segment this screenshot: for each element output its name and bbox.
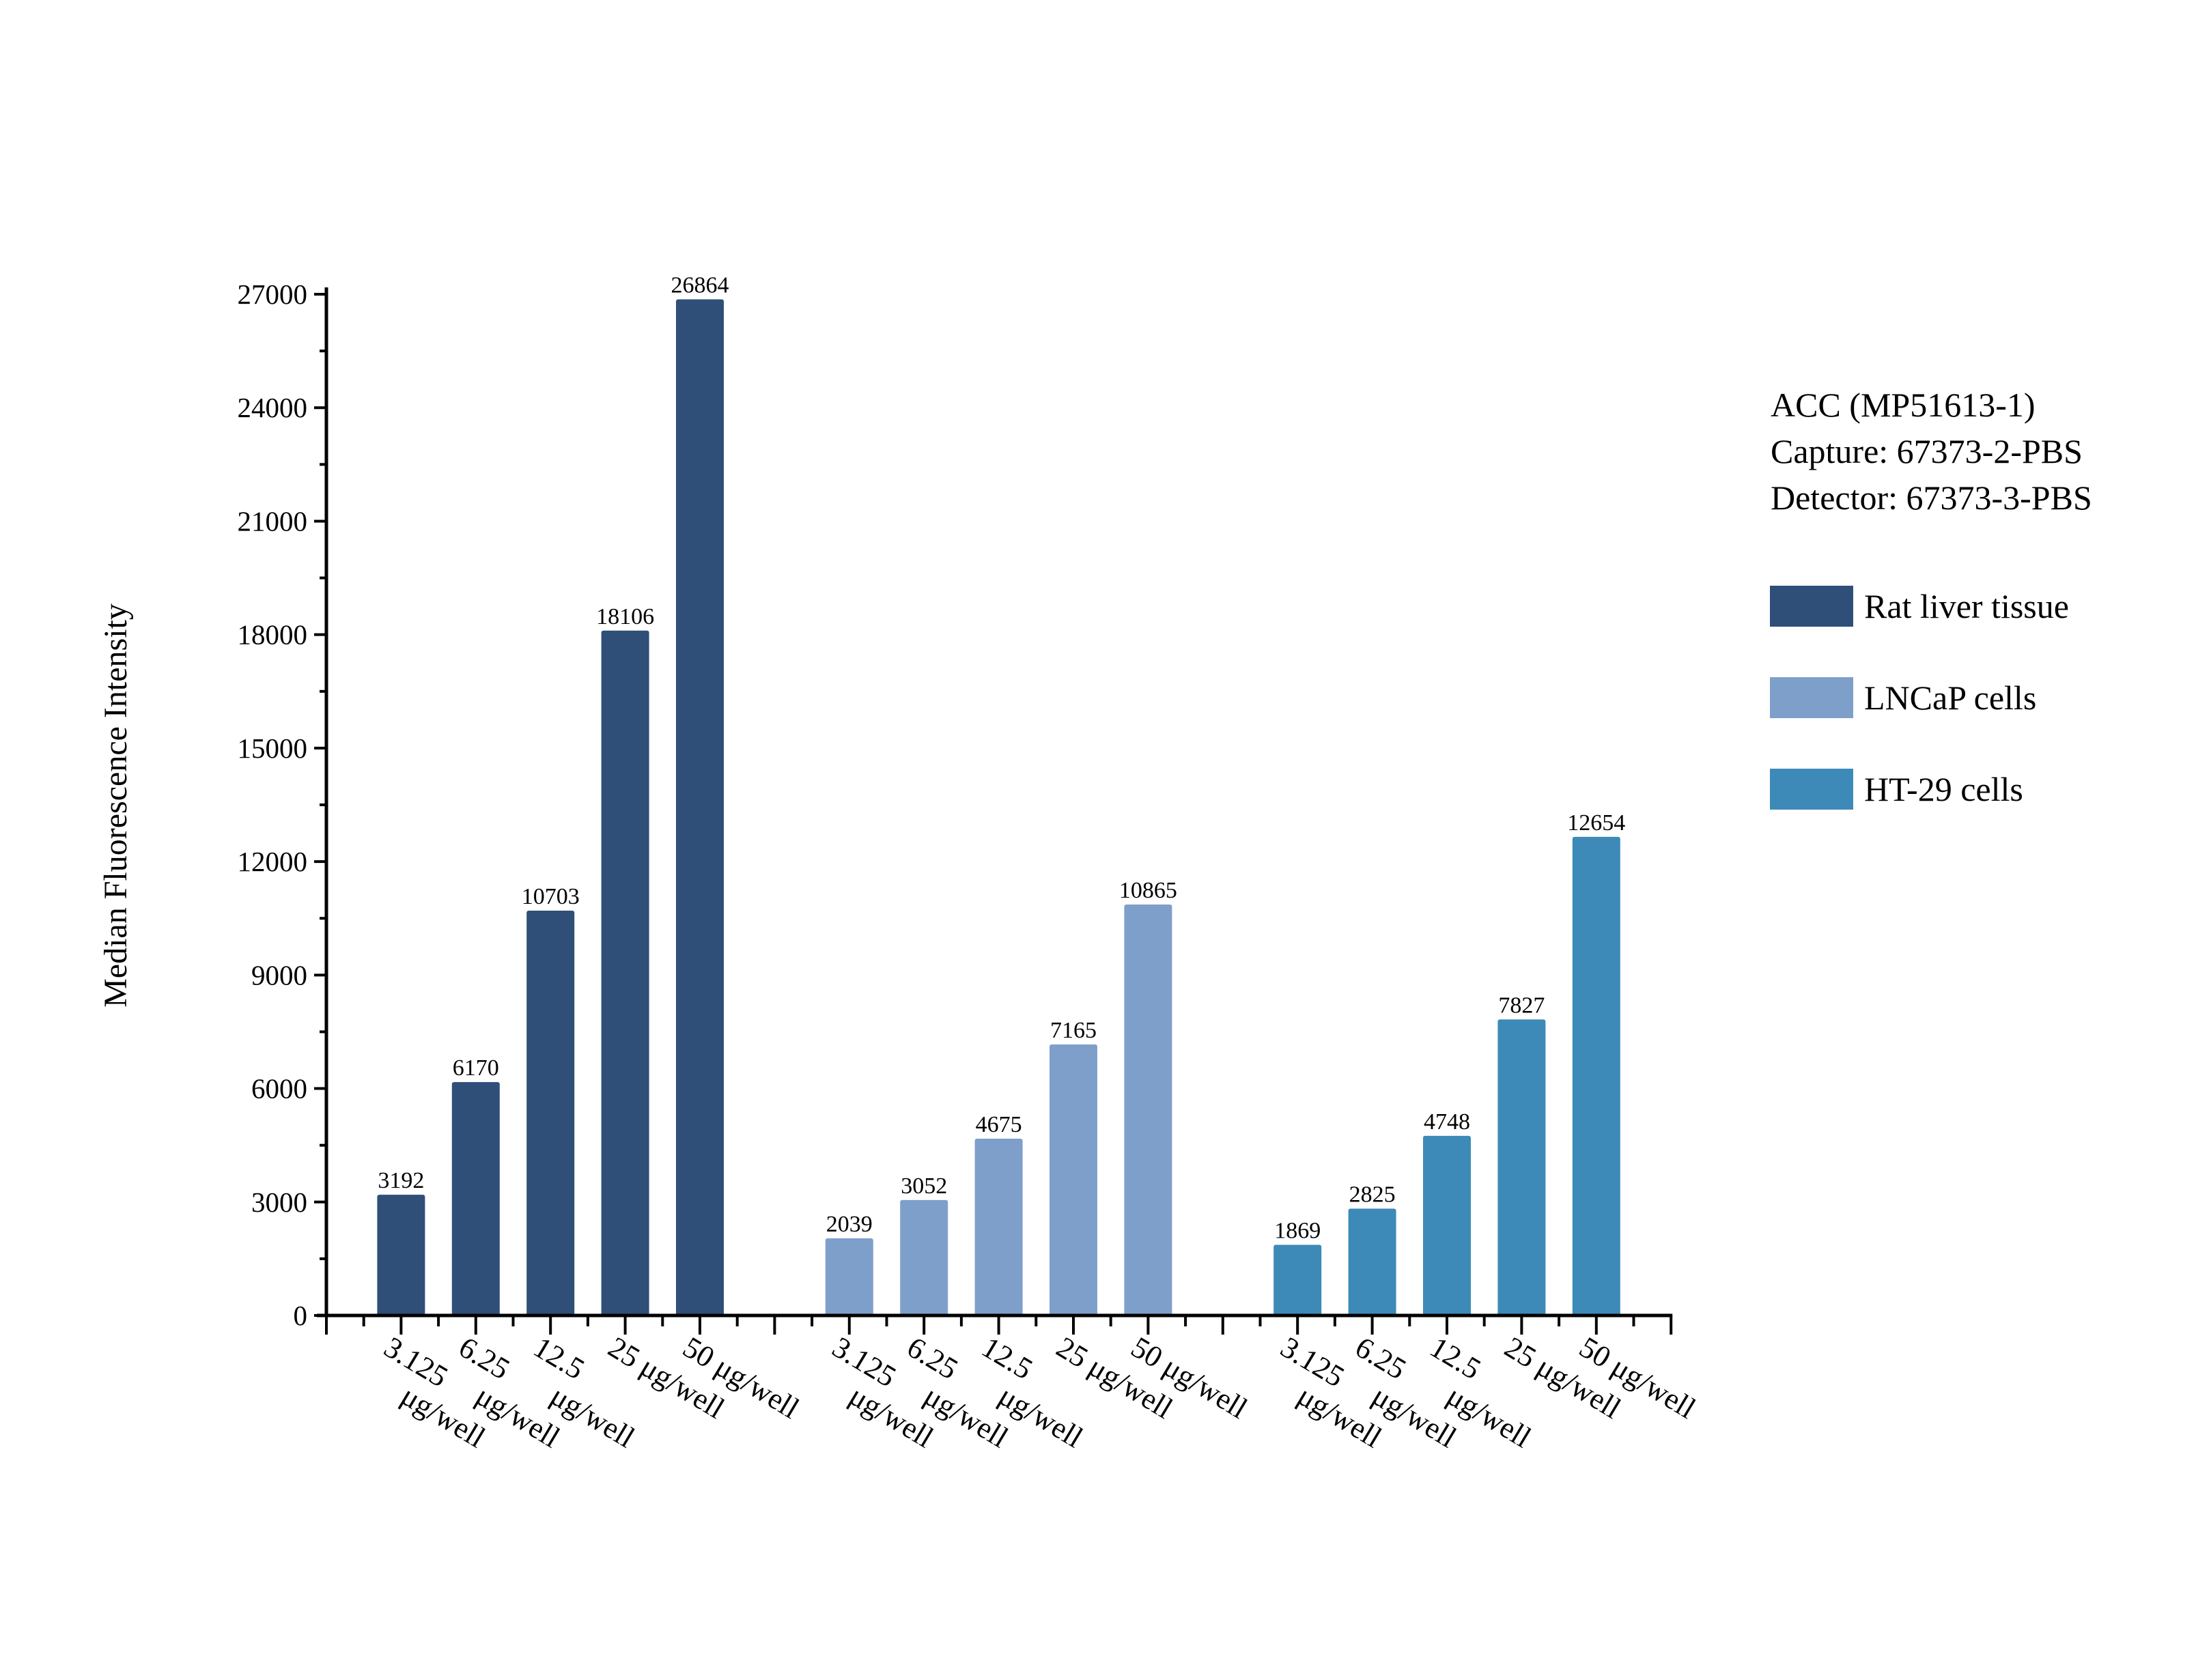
bar [1572, 836, 1620, 1315]
data-label: 26864 [671, 273, 729, 298]
x-tick-label-line: μg/well [918, 1379, 1014, 1455]
legend-label: HT-29 cells [1864, 770, 2023, 808]
bar [974, 1138, 1023, 1315]
bar [377, 1195, 425, 1315]
x-tick-label-line: μg/well [395, 1379, 491, 1455]
x-tick-label-line: 6.25 [901, 1330, 963, 1386]
y-tick-label: 6000 [251, 1073, 307, 1105]
data-label: 6170 [453, 1055, 499, 1081]
x-tick-label-line: 6.25 [1349, 1330, 1411, 1386]
bar [451, 1082, 500, 1315]
bar [825, 1238, 873, 1315]
data-label: 12654 [1567, 810, 1625, 836]
legend-label: LNCaP cells [1864, 679, 2036, 717]
data-label: 10865 [1119, 878, 1177, 903]
x-tick-label-line: 6.25 [453, 1330, 516, 1386]
y-tick-label: 27000 [238, 279, 308, 310]
legend-swatch [1770, 769, 1853, 810]
x-tick-label-line: μg/well [545, 1379, 640, 1455]
data-label: 3192 [378, 1168, 424, 1193]
data-label: 4675 [976, 1112, 1022, 1137]
y-tick-label: 12000 [238, 846, 308, 877]
y-tick-label: 0 [294, 1300, 308, 1331]
y-tick-label: 3000 [251, 1186, 307, 1218]
x-tick-label-line: μg/well [993, 1379, 1088, 1455]
data-label: 2039 [826, 1212, 873, 1237]
data-label: 7827 [1498, 993, 1545, 1018]
legend: Rat liver tissue LNCaP cells HT-29 cells [1770, 586, 2069, 810]
bar [1497, 1019, 1546, 1315]
data-label: 1869 [1274, 1218, 1321, 1243]
bar [900, 1199, 948, 1315]
x-tick-label-line: 12.5 [1424, 1330, 1487, 1386]
bar [601, 630, 649, 1315]
legend-swatch [1770, 586, 1853, 627]
x-tick-label-line: μg/well [1366, 1379, 1462, 1455]
bar [1348, 1208, 1396, 1315]
bar [526, 910, 575, 1315]
y-tick-label: 15000 [238, 732, 308, 764]
y-tick-label: 24000 [238, 392, 308, 423]
x-tick-label-line: μg/well [844, 1379, 940, 1455]
x-tick-label-line: 12.5 [976, 1330, 1038, 1386]
x-tick-label-line: μg/well [1441, 1379, 1537, 1455]
bar [1050, 1044, 1097, 1315]
x-tick-label-line: μg/well [1292, 1379, 1388, 1455]
bar [1273, 1244, 1322, 1315]
data-label: 10703 [522, 884, 580, 909]
annotation-line: Detector: 67373-3-PBS [1771, 479, 2092, 517]
data-label: 3052 [901, 1173, 947, 1199]
annotation: ACC (MP51613-1) Capture: 67373-2-PBS Det… [1771, 386, 2092, 517]
legend-label: Rat liver tissue [1864, 587, 2069, 625]
y-axis-title: Median Fluorescence Intensity [98, 603, 134, 1008]
data-label: 7165 [1050, 1018, 1097, 1043]
legend-swatch [1770, 677, 1853, 718]
bars-layer: 3192 6170 10703 18106 26864 2039 3052 4675 7165 1… [377, 273, 1625, 1315]
y-tick-label: 9000 [251, 959, 307, 991]
bar [676, 299, 724, 1315]
x-tick-label-line: μg/well [470, 1379, 566, 1455]
y-tick-label: 21000 [238, 505, 308, 537]
annotation-line: ACC (MP51613-1) [1771, 386, 2036, 424]
data-label: 2825 [1349, 1182, 1396, 1207]
data-label: 18106 [596, 604, 654, 629]
x-tick-label-line: 12.5 [528, 1330, 590, 1386]
annotation-line: Capture: 67373-2-PBS [1771, 432, 2083, 470]
bar [1423, 1135, 1471, 1315]
y-tick-label: 18000 [238, 619, 308, 651]
data-label: 4748 [1424, 1109, 1470, 1135]
bar [1124, 904, 1172, 1315]
